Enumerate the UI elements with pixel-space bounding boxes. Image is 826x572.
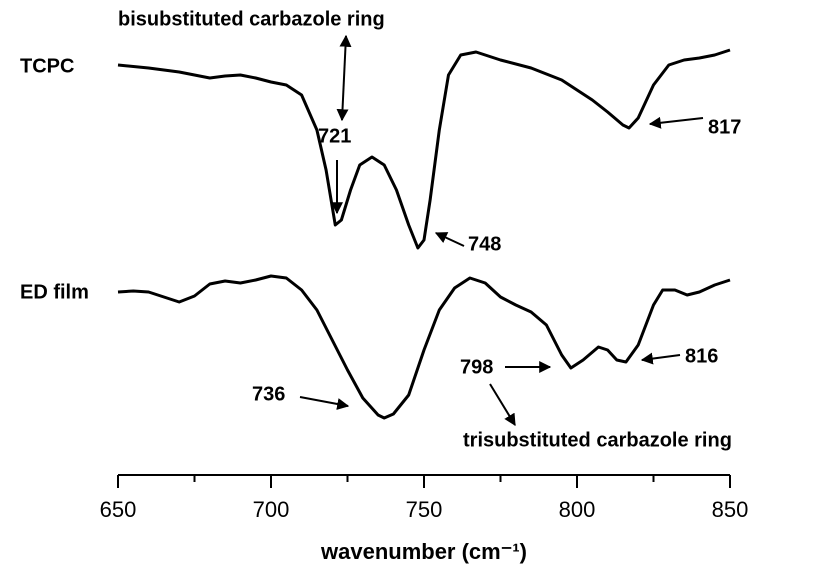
- arrow: [489, 383, 516, 427]
- series-label: TCPC: [20, 55, 74, 77]
- annotation: 748: [468, 233, 501, 255]
- annotation: 798: [460, 356, 493, 378]
- arrow: [434, 232, 465, 247]
- arrow: [648, 116, 704, 129]
- series-label: ED film: [20, 281, 89, 303]
- x-tick-label: 750: [406, 497, 443, 522]
- x-tick-label: 850: [712, 497, 749, 522]
- annotation: trisubstituted carbazole ring: [463, 429, 732, 451]
- x-tick-label: 650: [100, 497, 137, 522]
- annotation: 817: [708, 116, 741, 138]
- annotation: 816: [685, 345, 718, 367]
- annotation: 721: [318, 125, 351, 147]
- x-axis-label: wavenumber (cm⁻¹): [320, 539, 527, 564]
- arrow: [640, 352, 681, 365]
- arrow: [299, 396, 350, 410]
- annotation: 736: [252, 383, 285, 405]
- x-tick-label: 700: [253, 497, 290, 522]
- annotation: bisubstituted carbazole ring: [118, 8, 385, 30]
- arrow: [336, 34, 352, 122]
- spectrum-line: [117, 48, 731, 250]
- spectrum-line: [117, 274, 731, 420]
- x-tick-label: 800: [559, 497, 596, 522]
